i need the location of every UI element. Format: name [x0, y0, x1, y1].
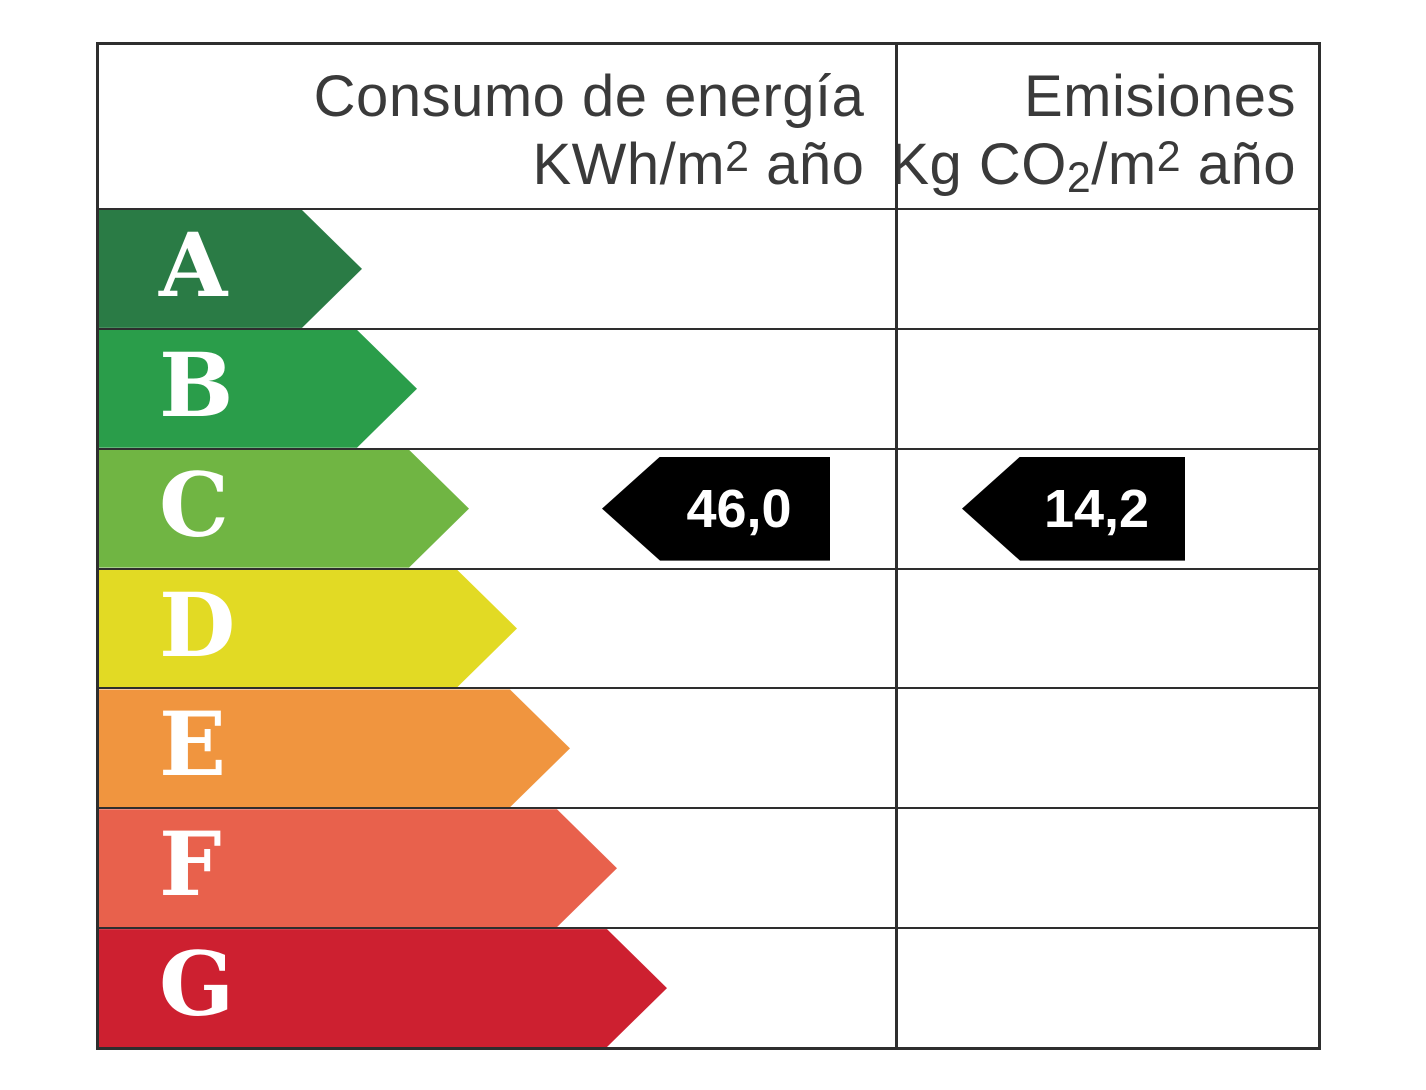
rating-bar-g: G [99, 929, 667, 1047]
rating-bar-b: B [99, 330, 417, 448]
energy-unit-suffix: año [749, 132, 865, 197]
header-emissions-column: Emisiones Kg CO2/m2 año [890, 45, 1318, 208]
emissions-column-title: Emisiones [1023, 64, 1296, 129]
energy-column-title: Consumo de energía [313, 64, 865, 129]
rating-row-a: A [99, 210, 1318, 328]
rating-table: Consumo de energía KWh/m2 año Emisiones … [96, 42, 1321, 1050]
consumption-value-arrow: 46,0 [602, 456, 830, 561]
energy-column-unit: KWh/m2 año [99, 131, 864, 204]
consumption-value: 46,0 [686, 478, 792, 539]
emissions-value: 14,2 [1043, 478, 1150, 539]
emissions-unit-mid: /m [1091, 132, 1157, 197]
column-divider [895, 45, 898, 1047]
rating-bar-d: D [99, 570, 517, 688]
rating-letter-e: E [159, 692, 227, 797]
emissions-unit-prefix: Kg CO [890, 132, 1067, 197]
emissions-unit-suffix: año [1181, 132, 1296, 197]
rating-letter-d: D [159, 572, 236, 677]
rating-row-b: B [99, 327, 1318, 448]
rating-letter-g: G [159, 932, 235, 1037]
rating-row-f: F [99, 807, 1318, 928]
rating-row-e: E [99, 687, 1318, 808]
rating-bar-f: F [99, 809, 617, 927]
rating-letter-b: B [159, 332, 234, 437]
rating-row-d: D [99, 567, 1318, 688]
rating-letter-f: F [159, 812, 222, 917]
header-energy-column: Consumo de energía KWh/m2 año [99, 45, 890, 208]
energy-unit-exponent: 2 [725, 133, 750, 182]
rating-bar-c: C [99, 450, 469, 568]
emissions-column-unit: Kg CO2/m2 año [890, 131, 1296, 204]
table-header: Consumo de energía KWh/m2 año Emisiones … [99, 45, 1318, 210]
rating-bar-e: E [99, 689, 570, 807]
emissions-value-arrow: 14,2 [962, 456, 1185, 561]
rating-row-c: C 46,0 14,2 [99, 447, 1318, 568]
rating-letter-a: A [159, 212, 228, 317]
emissions-co2-subscript: 2 [1066, 153, 1092, 202]
rating-letter-c: C [159, 452, 230, 557]
rating-row-g: G [99, 927, 1318, 1048]
energy-unit-prefix: KWh/m [532, 132, 726, 197]
rating-bar-a: A [99, 210, 362, 328]
emissions-unit-exponent: 2 [1156, 133, 1182, 182]
